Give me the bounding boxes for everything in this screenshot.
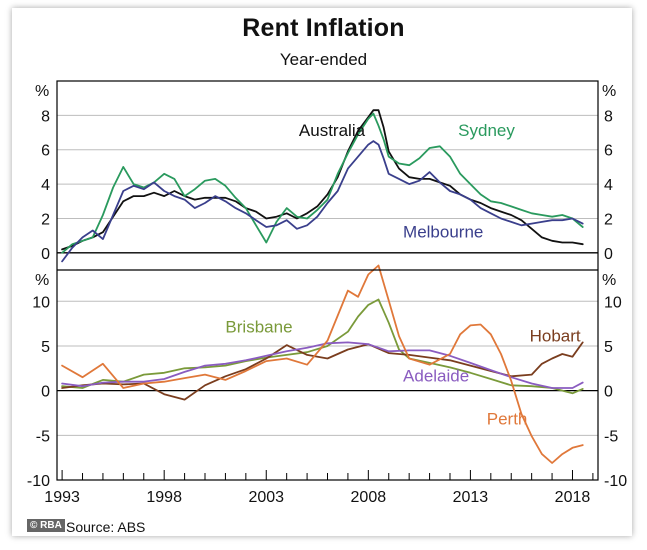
y-tick-label-right-bottom-2: 0: [604, 384, 613, 401]
y-tick-label-left-top-2: 4: [41, 177, 50, 194]
x-tick-label-2003: 2003: [248, 489, 284, 506]
x-tick-label-1998: 1998: [146, 489, 182, 506]
y-tick-label-left-bottom-2: 0: [41, 384, 50, 401]
x-tick-label-1993: 1993: [44, 489, 80, 506]
series-label-sydney: Sydney: [458, 121, 515, 140]
y-tick-label-left-top-4: 8: [41, 108, 50, 125]
chart-card: [12, 8, 632, 536]
series-line-melbourne: [61, 140, 584, 263]
y-tick-label-right-top-3: 6: [604, 143, 613, 160]
series-label-adelaide: Adelaide: [403, 367, 469, 386]
unit-label-left-bottom: %: [35, 272, 49, 289]
unit-label-right-bottom: %: [602, 272, 616, 289]
y-tick-label-right-bottom-1: -5: [604, 428, 618, 445]
y-tick-label-right-top-1: 2: [604, 211, 613, 228]
y-tick-label-left-top-3: 6: [41, 143, 50, 160]
y-tick-label-left-bottom-4: 10: [32, 294, 50, 311]
unit-label-right-top: %: [602, 83, 616, 100]
series-label-melbourne: Melbourne: [403, 222, 483, 241]
unit-label-left-top: %: [35, 83, 49, 100]
y-tick-label-left-top-0: 0: [41, 246, 50, 263]
series-label-australia: Australia: [299, 121, 366, 140]
y-tick-label-right-bottom-0: -10: [604, 473, 627, 490]
rba-logo: © RBA: [27, 519, 65, 532]
x-tick-label-2008: 2008: [351, 489, 387, 506]
y-tick-label-right-top-2: 4: [604, 177, 613, 194]
series-line-brisbane: [61, 298, 584, 395]
y-tick-label-left-bottom-1: -5: [36, 428, 50, 445]
y-tick-label-right-top-0: 0: [604, 246, 613, 263]
chart-subtitle: Year-ended: [279, 50, 368, 69]
y-tick-label-right-top-4: 8: [604, 108, 613, 125]
y-tick-label-left-bottom-0: -10: [27, 473, 50, 490]
series-label-perth: Perth: [487, 410, 528, 429]
series-line-adelaide: [61, 341, 584, 389]
series-label-brisbane: Brisbane: [225, 318, 292, 337]
y-tick-label-right-bottom-4: 10: [604, 294, 622, 311]
source-note: Source: ABS: [66, 519, 146, 535]
series-label-hobart: Hobart: [530, 326, 581, 345]
y-tick-label-right-bottom-3: 5: [604, 339, 613, 356]
chart-title: Rent Inflation: [242, 14, 405, 42]
x-tick-label-2013: 2013: [453, 489, 489, 506]
y-tick-label-left-top-1: 2: [41, 211, 50, 228]
series-line-hobart: [61, 341, 584, 401]
series-line-perth: [61, 264, 584, 464]
y-tick-label-left-bottom-3: 5: [41, 339, 50, 356]
x-tick-label-2018: 2018: [555, 489, 591, 506]
